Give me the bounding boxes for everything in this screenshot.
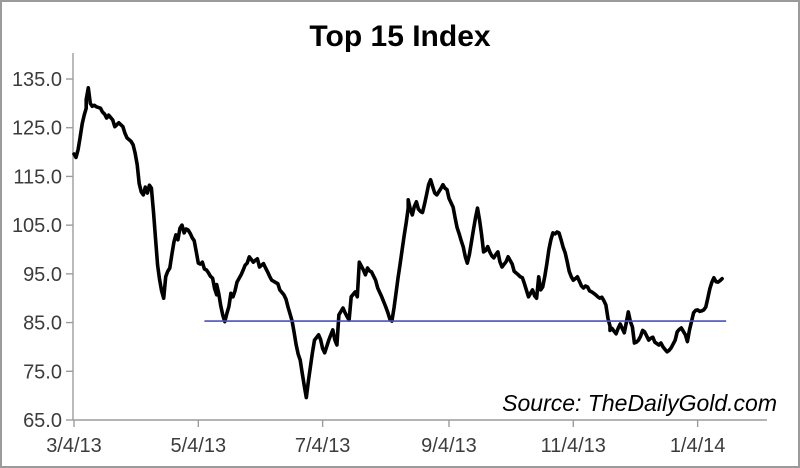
x-tick-label: 3/4/13 <box>46 435 102 457</box>
y-tick-label: 105.0 <box>12 215 62 237</box>
y-tick-label: 65.0 <box>23 410 62 432</box>
x-tick-label: 5/4/13 <box>171 435 227 457</box>
y-tick-label: 125.0 <box>12 118 62 140</box>
x-tick-label: 1/4/14 <box>670 435 726 457</box>
price-line <box>72 86 724 400</box>
chart-title: Top 15 Index <box>309 20 491 53</box>
x-tick-label: 9/4/13 <box>421 435 477 457</box>
y-tick-label: 85.0 <box>23 313 62 335</box>
y-tick-label: 95.0 <box>23 264 62 286</box>
source-credit: Source: TheDailyGold.com <box>502 390 777 416</box>
y-tick-label: 135.0 <box>12 69 62 91</box>
y-tick-label: 75.0 <box>23 361 62 383</box>
x-tick-label: 7/4/13 <box>295 435 351 457</box>
y-tick-label: 115.0 <box>13 166 62 188</box>
x-tick-label: 11/4/13 <box>541 435 606 457</box>
